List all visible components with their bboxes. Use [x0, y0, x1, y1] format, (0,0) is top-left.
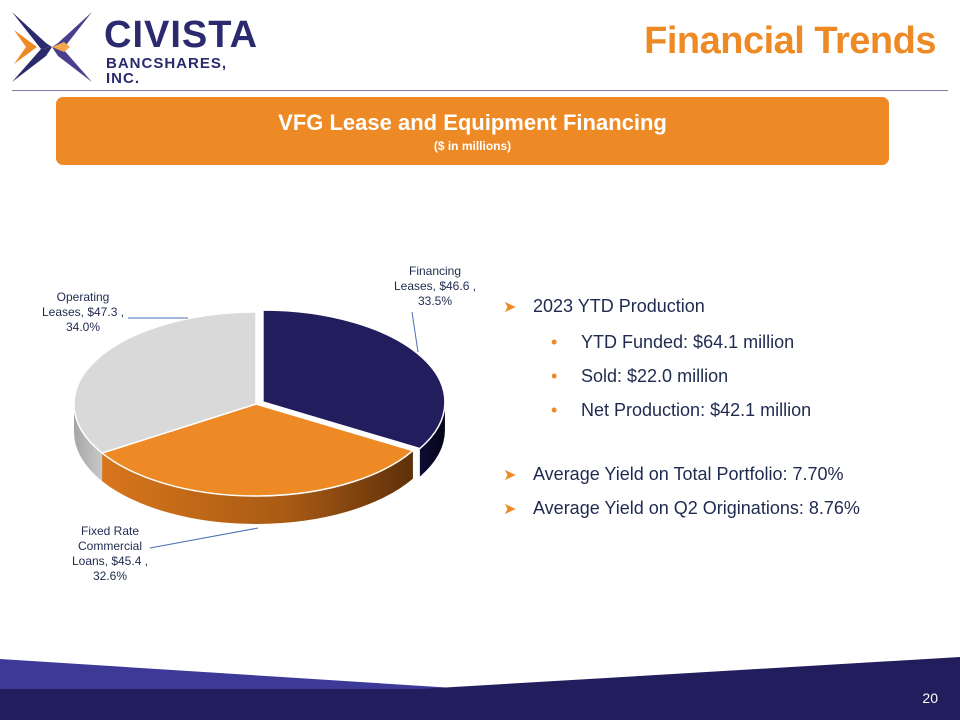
section-banner: VFG Lease and Equipment Financing ($ in … [56, 97, 889, 165]
page-number: 20 [922, 690, 938, 706]
pie-slice-operating-leases [73, 311, 257, 454]
slice-label-line: 32.6% [92, 569, 128, 583]
pie-side-financing-leases [419, 402, 445, 477]
dot-bullet-icon: • [551, 332, 558, 352]
bullet-sold: • Sold: $22.0 million [551, 366, 728, 387]
arrow-bullet-icon: ➤ [503, 299, 517, 316]
slice-label-line: Leases, $47.3 , [41, 305, 125, 319]
slice-label-line: 33.5% [417, 294, 453, 308]
bullet-funded: • YTD Funded: $64.1 million [551, 332, 794, 353]
brand-name: CIVISTA [104, 14, 259, 56]
bullet-text: Net Production: $42.1 million [581, 400, 812, 420]
banner-subtitle: ($ in millions) [433, 139, 512, 153]
arrow-bullet-icon: ➤ [503, 467, 517, 484]
pie-chart: Financing Leases, $46.6 , 33.5% Operatin… [0, 180, 500, 620]
civista-logo: CIVISTA BANCSHARES, INC. [12, 12, 257, 86]
slice-label-line: Commercial [77, 539, 142, 553]
slice-label-line: Financing [408, 264, 462, 278]
slice-label-financing-leases: Financing Leases, $46.6 , 33.5% [380, 264, 490, 309]
leader-line-fixed-rate-loans [149, 527, 259, 549]
dot-bullet-icon: • [551, 400, 558, 420]
slice-label-fixed-rate-loans: Fixed Rate Commercial Loans, $45.4 , 32.… [55, 524, 165, 584]
banner-title: VFG Lease and Equipment Financing [278, 110, 667, 135]
bullet-text: YTD Funded: $64.1 million [581, 332, 795, 352]
bullet-production: ➤ 2023 YTD Production [503, 296, 705, 317]
slice-label-line: Loans, $45.4 , [71, 554, 149, 568]
pie-slice-fixed-rate-loans [100, 403, 415, 497]
slice-label-line: Operating [56, 290, 110, 304]
pie-slice-financing-leases [262, 309, 446, 450]
bullet-yield-q2: ➤ Average Yield on Q2 Originations: 8.76% [503, 498, 860, 519]
pie-side-operating-leases [74, 404, 103, 482]
civista-star-icon [12, 12, 92, 82]
slice-label-operating-leases: Operating Leases, $47.3 , 34.0% [28, 290, 138, 335]
slice-label-line: Leases, $46.6 , [393, 279, 477, 293]
bullet-text: Average Yield on Total Portfolio: 7.70% [533, 464, 844, 484]
bullet-yield-total: ➤ Average Yield on Total Portfolio: 7.70% [503, 464, 844, 485]
page-title: Financial Trends [644, 20, 936, 62]
slice-label-line: Fixed Rate [80, 524, 140, 538]
pie-chart-svg [73, 309, 446, 549]
bullet-net: • Net Production: $42.1 million [551, 400, 811, 421]
bullet-text: 2023 YTD Production [533, 296, 705, 316]
dot-bullet-icon: • [551, 366, 558, 386]
leader-line-financing-leases [411, 311, 419, 353]
footer-graphic [0, 657, 960, 720]
bullet-text: Sold: $22.0 million [581, 366, 729, 386]
pie-side-fixed-rate-loans [102, 450, 413, 524]
footer-band: 20 [0, 655, 960, 720]
brand-subtitle: BANCSHARES, INC. [106, 55, 228, 87]
bullet-text: Average Yield on Q2 Originations: 8.76% [533, 498, 860, 518]
arrow-bullet-icon: ➤ [503, 501, 517, 518]
slice-label-line: 34.0% [65, 320, 101, 334]
header-divider [12, 90, 948, 91]
